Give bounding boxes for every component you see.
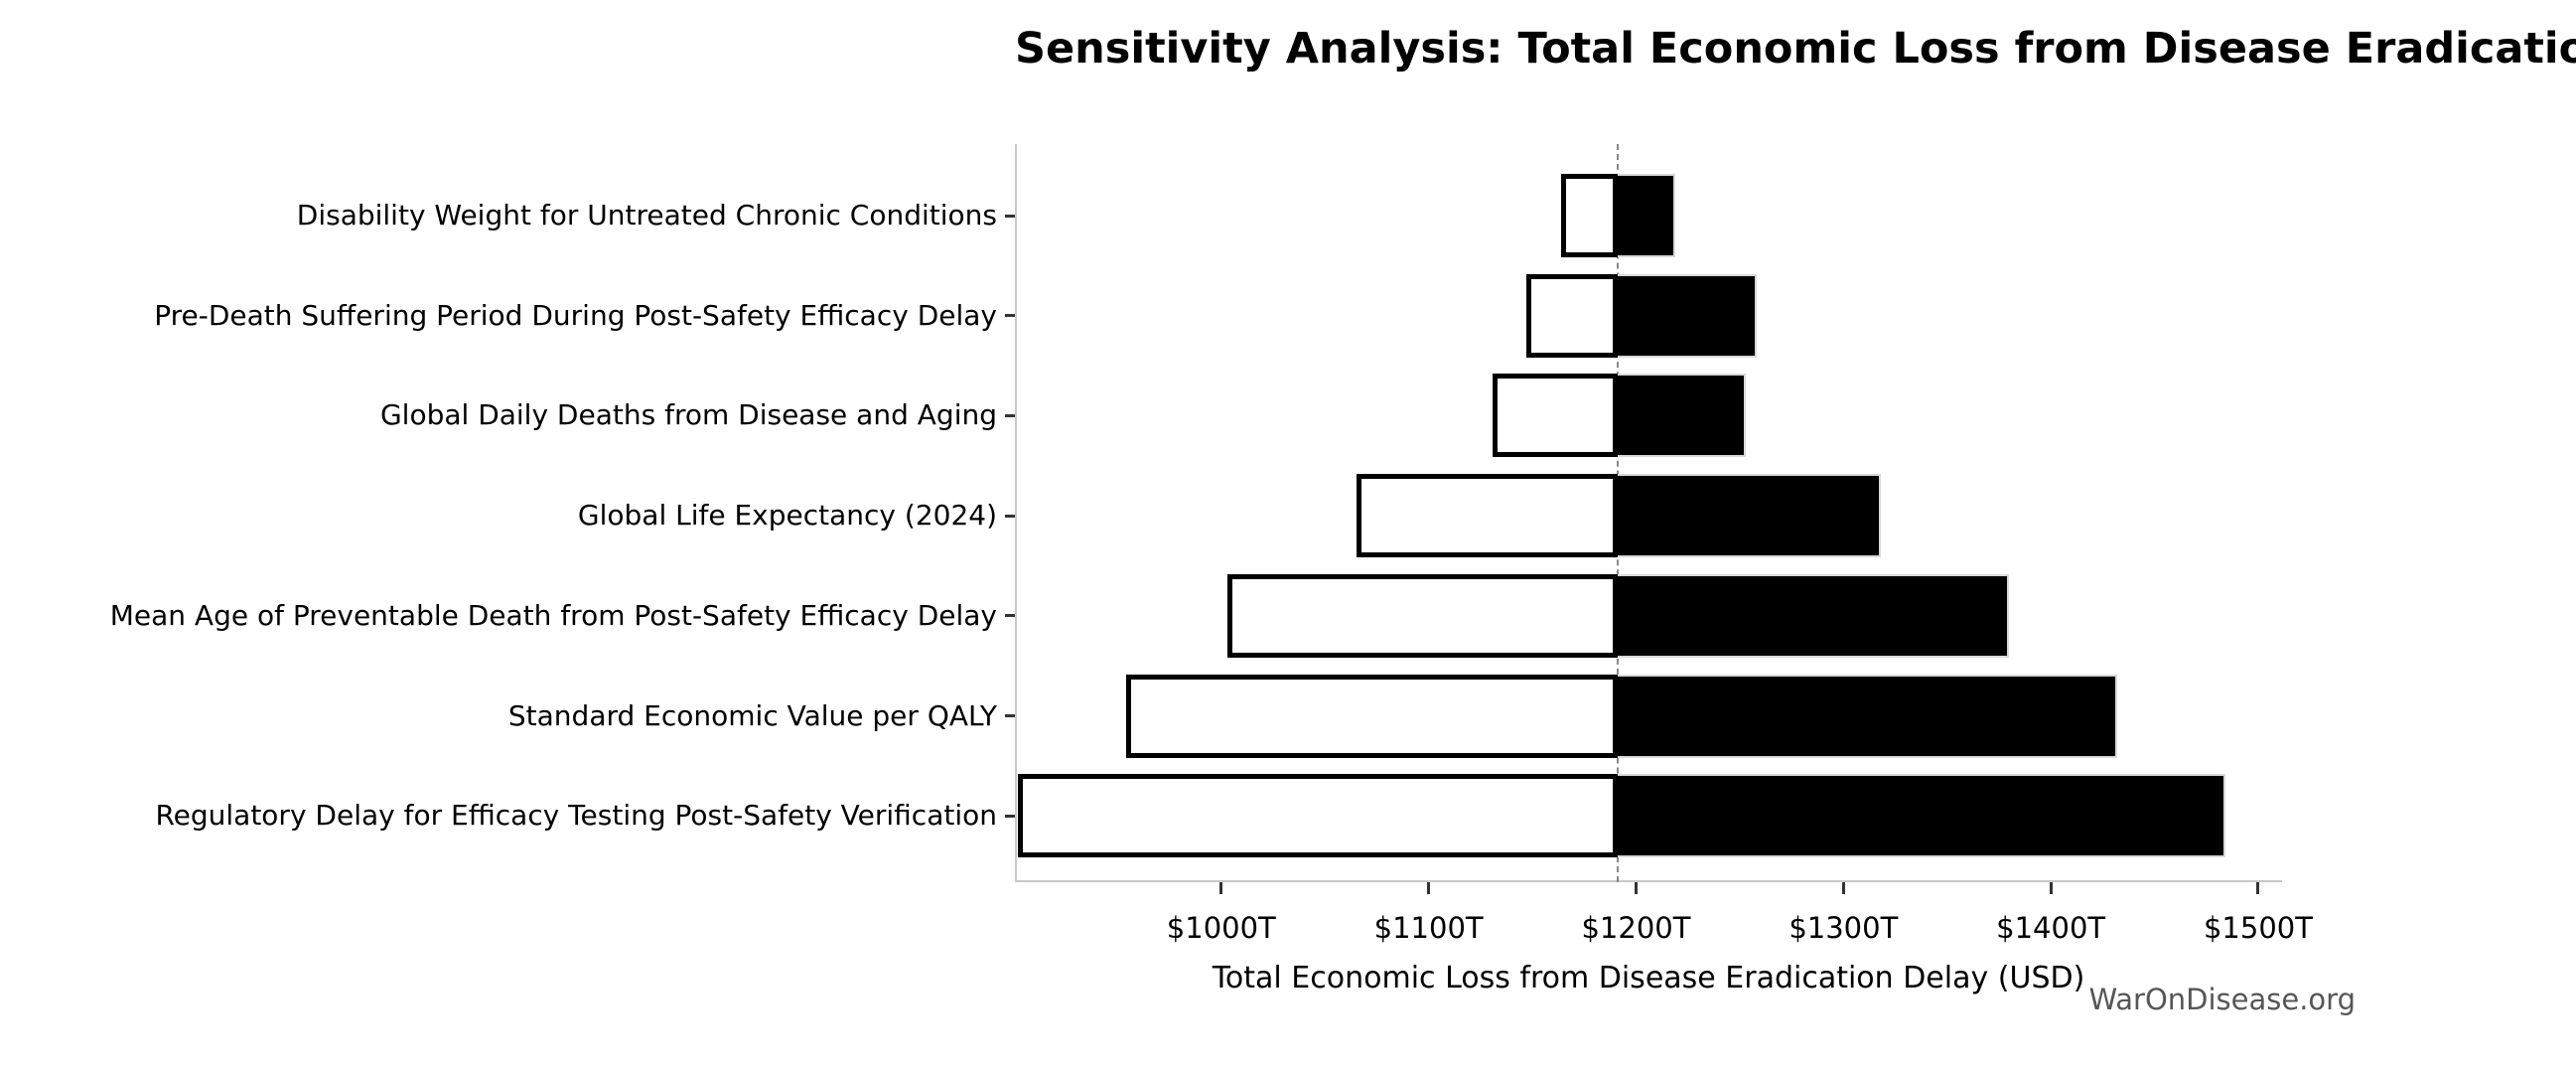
x-axis-title: Total Economic Loss from Disease Eradica…	[1212, 961, 2085, 995]
high-bar	[1617, 174, 1676, 257]
x-tick-label: $1200T	[1581, 911, 1691, 945]
category-label: Mean Age of Preventable Death from Post-…	[109, 598, 997, 632]
low-bar	[1493, 374, 1618, 458]
category-label: Standard Economic Value per QALY	[507, 698, 997, 732]
low-bar	[1356, 474, 1618, 558]
y-tick-mark	[1005, 714, 1015, 717]
chart-title: Sensitivity Analysis: Total Economic Los…	[1015, 24, 2576, 74]
x-tick-label: $1300T	[1789, 911, 1899, 945]
category-label: Disability Weight for Untreated Chronic …	[296, 199, 997, 231]
x-tick-mark	[2256, 882, 2260, 894]
high-bar	[1617, 674, 2117, 758]
y-tick-mark	[1005, 413, 1015, 417]
high-bar	[1617, 774, 2225, 858]
category-label: Regulatory Delay for Efficacy Testing Po…	[155, 799, 997, 833]
low-bar	[1561, 174, 1618, 257]
x-tick-mark	[1427, 882, 1431, 894]
y-tick-mark	[1005, 514, 1015, 518]
plot-area	[1015, 144, 2282, 882]
y-tick-mark	[1005, 814, 1015, 818]
high-bar	[1617, 573, 2010, 658]
y-tick-mark	[1005, 614, 1015, 618]
y-axis-spine	[1015, 144, 1017, 882]
x-tick-label: $1000T	[1166, 911, 1276, 945]
x-tick-mark	[1219, 882, 1223, 894]
x-tick-label: $1100T	[1373, 911, 1484, 945]
high-bar	[1617, 374, 1747, 458]
x-tick-label: $1500T	[2203, 911, 2313, 945]
high-bar	[1617, 474, 1881, 558]
watermark-text: WarOnDisease.org	[2088, 983, 2356, 1016]
x-tick-mark	[2049, 882, 2053, 894]
x-tick-mark	[1634, 882, 1638, 894]
x-axis-spine	[1015, 880, 2282, 882]
x-tick-mark	[1841, 882, 1845, 894]
high-bar	[1617, 273, 1757, 358]
category-label: Global Daily Deaths from Disease and Agi…	[379, 398, 997, 432]
low-bar	[1227, 573, 1618, 658]
category-label: Pre-Death Suffering Period During Post-S…	[154, 298, 997, 332]
y-tick-mark	[1005, 314, 1015, 318]
category-label: Global Life Expectancy (2024)	[577, 499, 997, 533]
x-tick-label: $1400T	[1996, 911, 2106, 945]
low-bar	[1525, 273, 1618, 358]
low-bar	[1125, 674, 1618, 758]
low-bar	[1018, 774, 1618, 858]
y-tick-mark	[1005, 214, 1015, 218]
